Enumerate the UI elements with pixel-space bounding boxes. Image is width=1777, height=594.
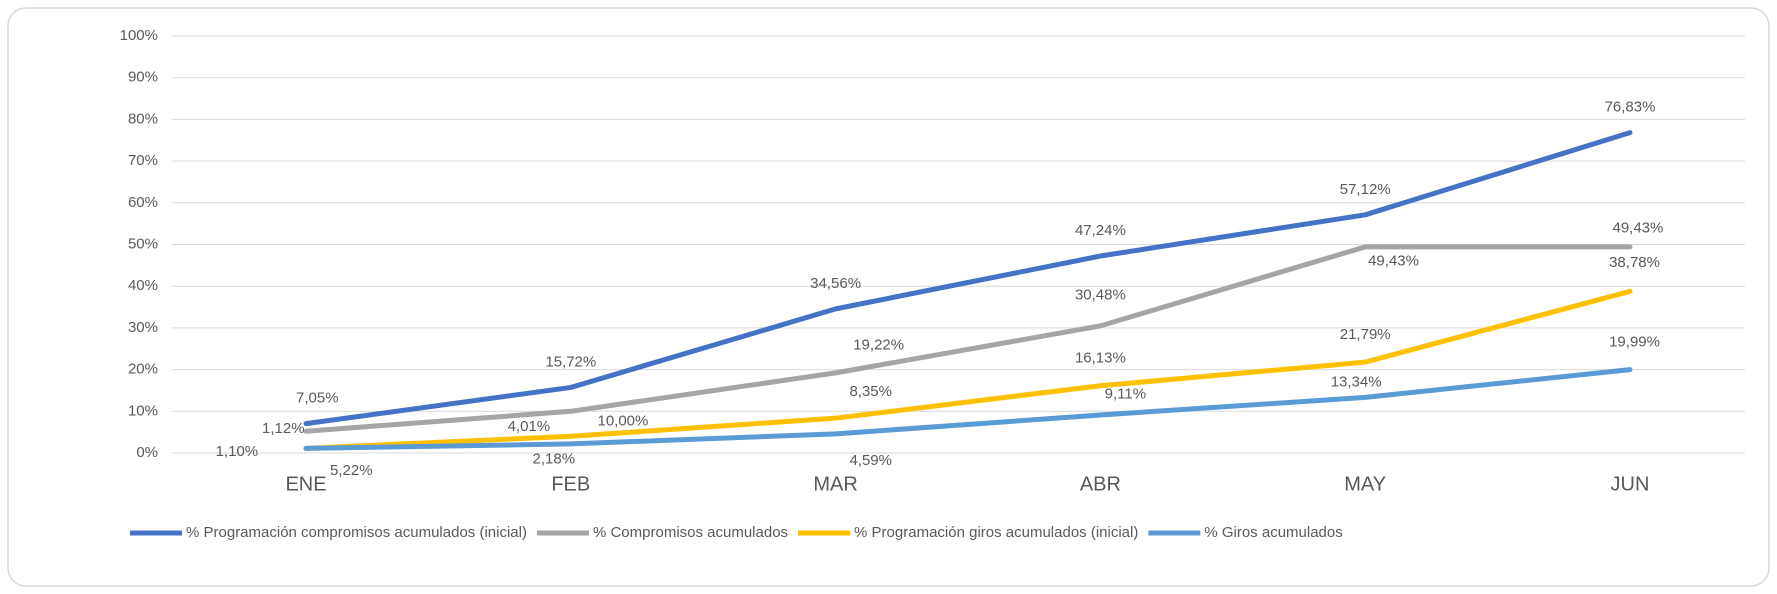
data-label: 19,99%	[1609, 333, 1660, 350]
y-tick-label: 10%	[128, 402, 158, 419]
legend-label: % Compromisos acumulados	[593, 524, 788, 541]
data-label: 1,12%	[262, 420, 305, 437]
y-tick-label: 70%	[128, 152, 158, 169]
data-label: 38,78%	[1609, 254, 1660, 271]
y-tick-label: 60%	[128, 194, 158, 211]
data-label: 34,56%	[810, 275, 861, 292]
legend-label: % Giros acumulados	[1204, 524, 1342, 541]
data-label: 19,22%	[853, 337, 904, 354]
legend-label: % Programación compromisos acumulados (i…	[186, 524, 527, 541]
data-label: 21,79%	[1340, 326, 1391, 343]
data-label: 13,34%	[1331, 374, 1382, 391]
data-label: 16,13%	[1075, 350, 1126, 367]
data-label: 9,11%	[1105, 386, 1146, 403]
y-tick-label: 0%	[136, 444, 158, 461]
data-label: 47,24%	[1075, 222, 1126, 239]
x-tick-label: FEB	[551, 473, 590, 495]
x-tick-label: MAY	[1344, 473, 1386, 495]
y-tick-label: 80%	[128, 110, 158, 127]
data-label: 76,83%	[1605, 99, 1656, 116]
data-label: 4,01%	[508, 418, 551, 435]
y-tick-label: 40%	[128, 277, 158, 294]
y-tick-label: 100%	[120, 27, 158, 44]
series-line	[303, 367, 1633, 451]
x-tick-label: ENE	[285, 473, 326, 495]
data-label: 30,48%	[1075, 286, 1126, 303]
series-line	[303, 288, 1633, 451]
data-label: 2,18%	[533, 451, 576, 468]
legend-label: % Programación giros acumulados (inicial…	[854, 524, 1138, 541]
series-line	[303, 244, 1633, 434]
data-label: 4,59%	[849, 452, 892, 469]
data-label: 7,05%	[296, 390, 339, 407]
data-label: 8,35%	[849, 383, 892, 400]
x-tick-label: ABR	[1080, 473, 1121, 495]
x-tick-label: JUN	[1611, 473, 1650, 495]
data-label: 49,43%	[1368, 253, 1419, 270]
data-label: 49,43%	[1612, 220, 1663, 237]
x-tick-label: MAR	[813, 473, 857, 495]
y-tick-label: 30%	[128, 319, 158, 336]
y-tick-label: 20%	[128, 361, 158, 378]
data-label: 5,22%	[330, 462, 373, 479]
y-tick-label: 50%	[128, 235, 158, 252]
data-label: 15,72%	[545, 353, 596, 370]
data-label: 1,10%	[216, 443, 259, 460]
data-label: 10,00%	[597, 412, 648, 429]
data-label: 57,12%	[1340, 181, 1391, 198]
series-line	[303, 130, 1633, 427]
y-tick-label: 90%	[128, 69, 158, 86]
